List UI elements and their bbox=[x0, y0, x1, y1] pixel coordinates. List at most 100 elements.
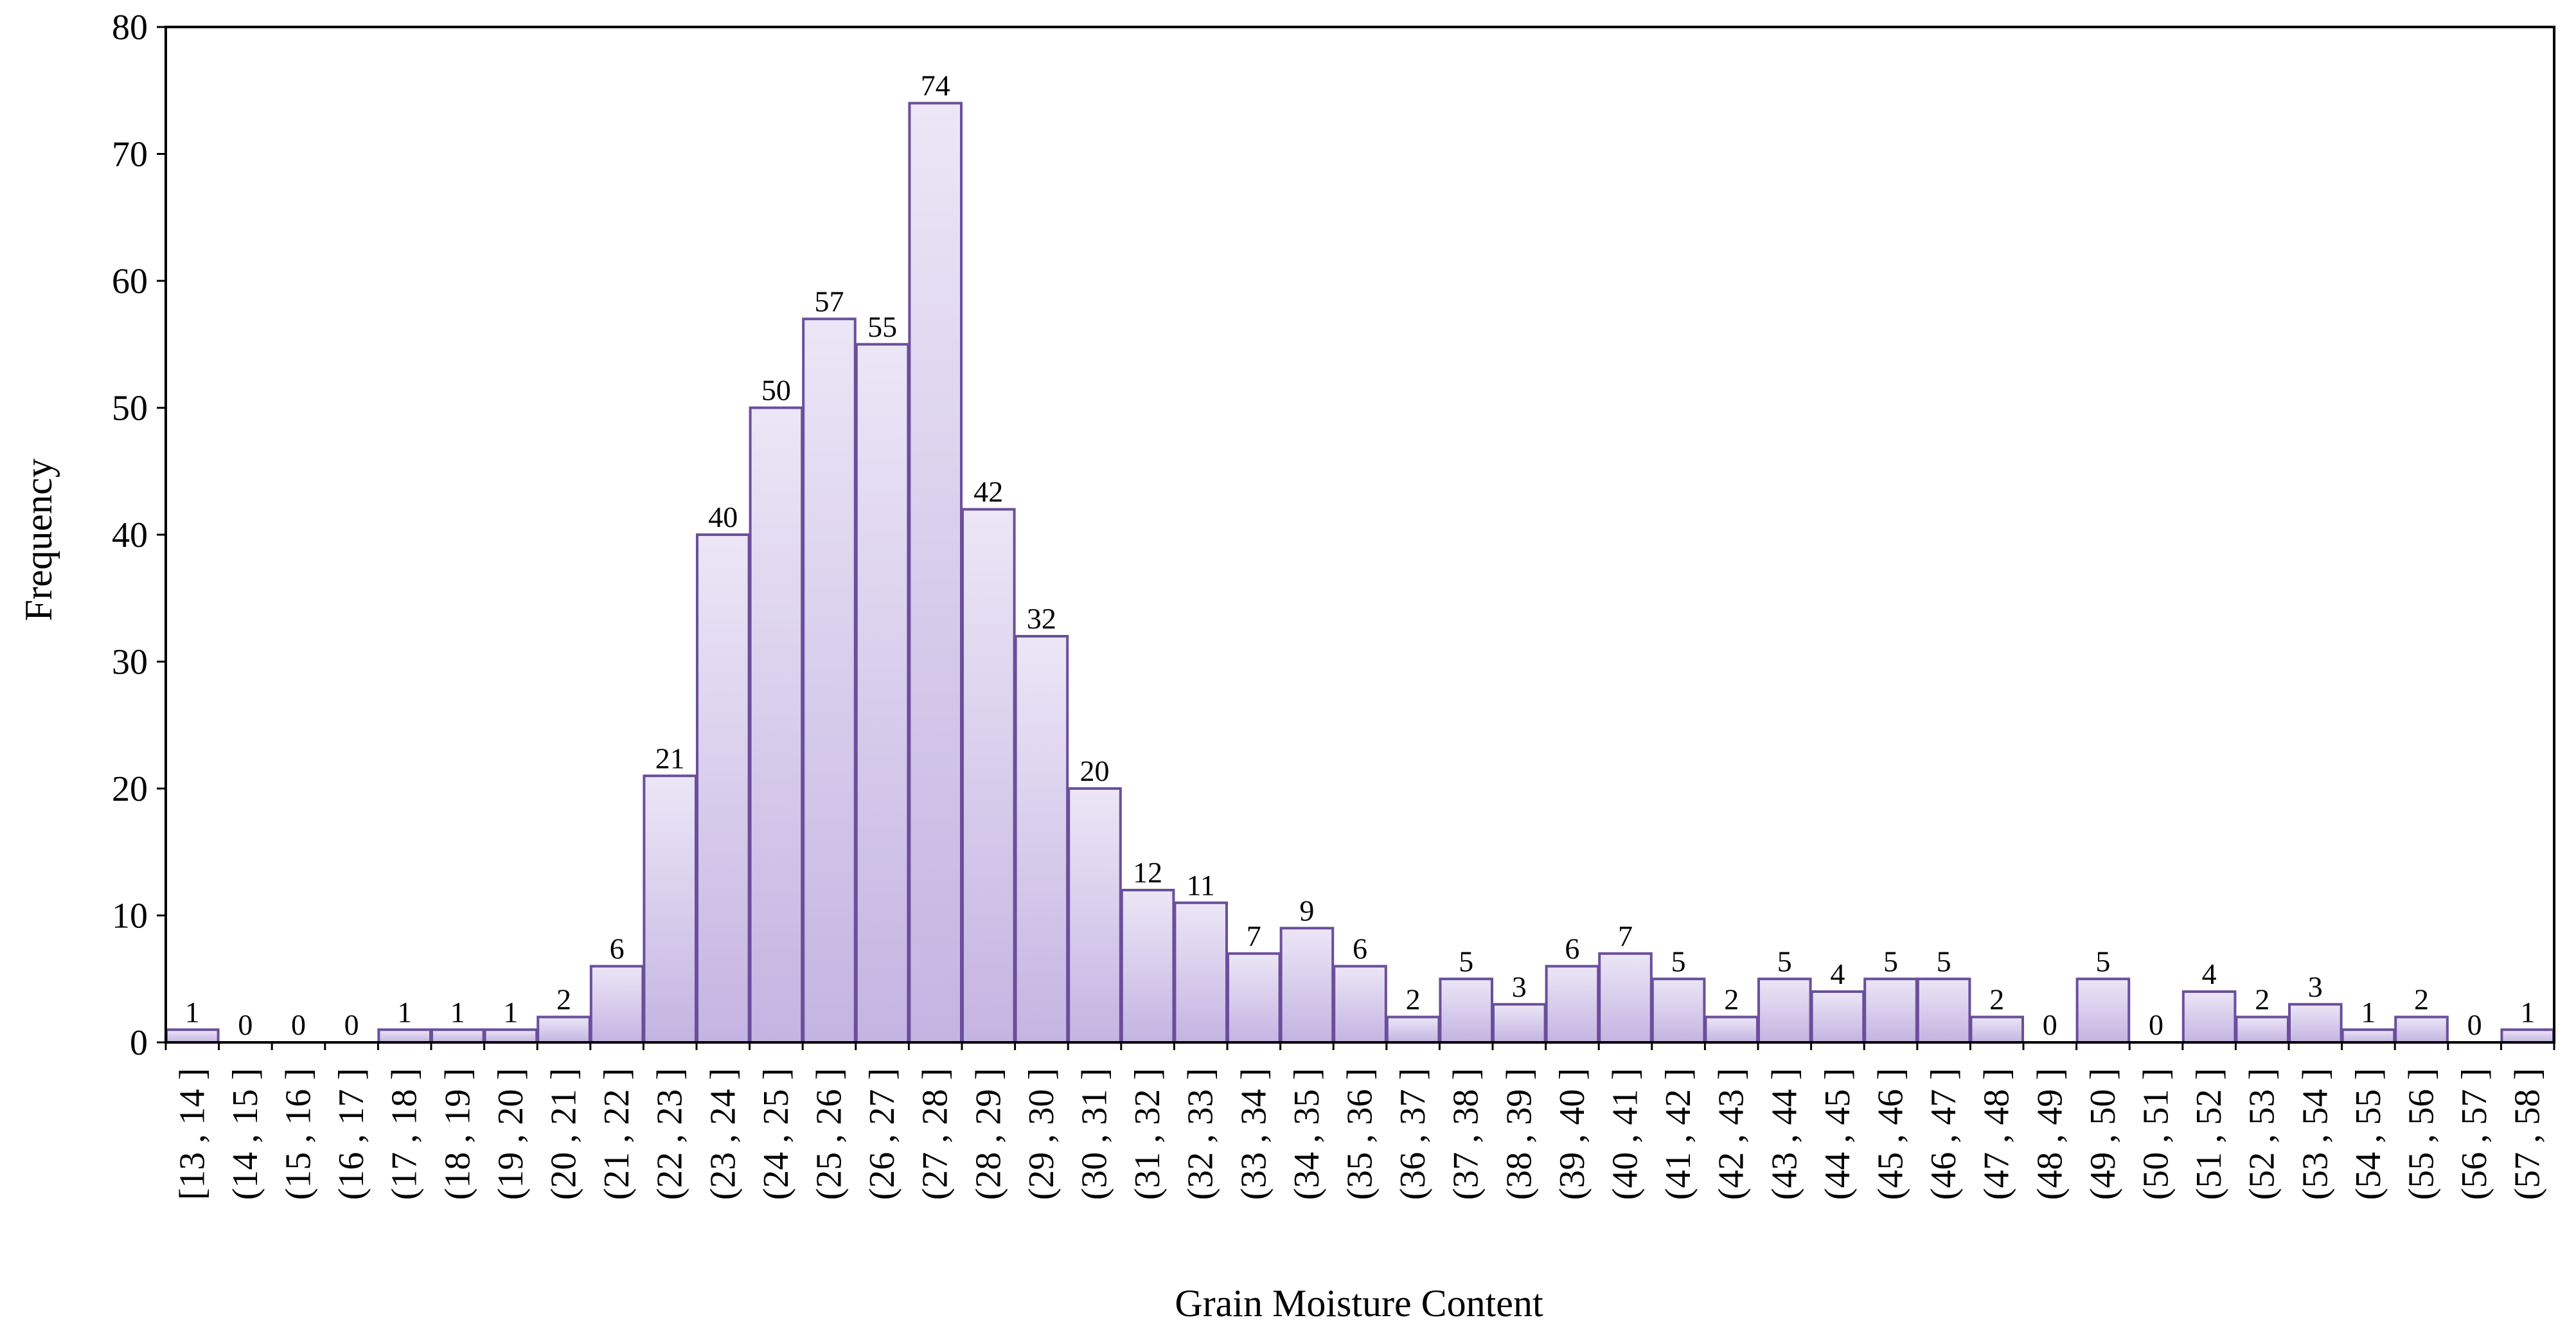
x-tick-label: (40 , 41 ] bbox=[1606, 1068, 1646, 1200]
x-tick-label: (46 , 47 ] bbox=[1924, 1068, 1964, 1200]
histogram-bar bbox=[1279, 927, 1335, 1044]
x-tick-label: (22 , 23 ] bbox=[650, 1068, 690, 1200]
x-tick-label: (54 , 55 ] bbox=[2349, 1068, 2388, 1200]
histogram-bar bbox=[1916, 977, 1971, 1044]
histogram-bar bbox=[2075, 977, 2131, 1044]
x-tick-label: (43 , 44 ] bbox=[1764, 1068, 1804, 1200]
x-tick-label: (35 , 36 ] bbox=[1340, 1068, 1380, 1200]
x-tick-label: (19 , 20 ] bbox=[491, 1068, 531, 1200]
histogram-bar bbox=[1757, 977, 1812, 1044]
bar-value-label: 21 bbox=[655, 742, 685, 774]
bar-value-label: 20 bbox=[1080, 754, 1110, 787]
histogram-bar bbox=[643, 774, 698, 1044]
bar-value-label: 3 bbox=[2308, 970, 2323, 1003]
bar-value-label: 0 bbox=[344, 1008, 359, 1041]
x-tick-label: (36 , 37 ] bbox=[1393, 1068, 1433, 1200]
bar-value-label: 2 bbox=[1406, 983, 1421, 1016]
bar-value-label: 4 bbox=[2202, 958, 2217, 990]
bar-value-label: 7 bbox=[1618, 920, 1633, 952]
bar-value-label: 0 bbox=[291, 1008, 306, 1041]
x-tick-label: (18 , 19 ] bbox=[438, 1068, 477, 1200]
histogram-bar bbox=[802, 317, 857, 1044]
plot-frame bbox=[164, 26, 2555, 1044]
x-tick-label: (37 , 38 ] bbox=[1446, 1068, 1486, 1200]
bar-value-label: 5 bbox=[2095, 945, 2110, 977]
histogram-bar bbox=[1227, 952, 1281, 1044]
histogram-bar bbox=[1810, 990, 1865, 1044]
histogram-bar bbox=[961, 508, 1016, 1044]
bar-value-label: 40 bbox=[708, 501, 738, 533]
histogram-bar bbox=[2288, 1003, 2343, 1044]
histogram-bar bbox=[377, 1028, 432, 1044]
histogram-bar bbox=[1651, 977, 1706, 1044]
histogram-bar bbox=[1704, 1015, 1759, 1044]
x-tick-label: (52 , 53 ] bbox=[2243, 1068, 2282, 1200]
histogram-bar bbox=[1120, 889, 1175, 1044]
bar-value-label: 32 bbox=[1027, 602, 1056, 635]
bar-value-label: 3 bbox=[1512, 970, 1527, 1003]
x-tick-label: (57 , 58 ] bbox=[2508, 1068, 2548, 1200]
y-tick-label: 80 bbox=[112, 8, 148, 48]
bar-value-label: 12 bbox=[1133, 856, 1162, 889]
bar-value-label: 6 bbox=[1565, 932, 1579, 965]
x-tick-label: (39 , 40 ] bbox=[1552, 1068, 1592, 1200]
y-tick-label: 60 bbox=[112, 262, 148, 301]
bar-value-label: 5 bbox=[1459, 945, 1473, 977]
x-tick-label: (25 , 26 ] bbox=[810, 1068, 849, 1200]
x-tick-label: (51 , 52 ] bbox=[2189, 1068, 2229, 1200]
x-tick-label: (41 , 42 ] bbox=[1658, 1068, 1698, 1200]
bar-value-label: 1 bbox=[450, 995, 465, 1028]
histogram-bar bbox=[1014, 635, 1069, 1044]
bar-value-label: 5 bbox=[1777, 945, 1792, 977]
x-tick-label: (29 , 30 ] bbox=[1022, 1068, 1061, 1200]
bar-value-label: 7 bbox=[1247, 920, 1261, 952]
y-axis-title: Frequency bbox=[17, 458, 60, 621]
bars-layer bbox=[165, 102, 2555, 1044]
bar-value-label: 5 bbox=[1937, 945, 1951, 977]
histogram-bar bbox=[2235, 1015, 2289, 1044]
y-tick-label: 40 bbox=[112, 515, 148, 555]
bar-value-label: 2 bbox=[2255, 983, 2270, 1016]
histogram-bar bbox=[1545, 965, 1600, 1044]
histogram-bar bbox=[431, 1028, 485, 1044]
bar-value-label: 4 bbox=[1830, 958, 1845, 990]
histogram-bar bbox=[165, 1028, 220, 1044]
x-tick-label: (34 , 35 ] bbox=[1287, 1068, 1327, 1200]
x-tick-label: (30 , 31 ] bbox=[1075, 1068, 1115, 1200]
bar-value-label: 6 bbox=[1353, 932, 1367, 965]
bar-value-label: 1 bbox=[2361, 995, 2376, 1028]
x-tick-label: (50 , 51 ] bbox=[2136, 1068, 2176, 1200]
x-tick-label: (53 , 54 ] bbox=[2295, 1068, 2335, 1200]
histogram-bar bbox=[696, 533, 751, 1044]
bar-value-label: 6 bbox=[610, 932, 625, 965]
x-tick-label: (24 , 25 ] bbox=[756, 1068, 796, 1200]
y-tick-label: 30 bbox=[112, 643, 148, 682]
x-tick-label: (56 , 57 ] bbox=[2455, 1068, 2494, 1200]
bar-value-label: 1 bbox=[503, 995, 518, 1028]
x-tick-label: (26 , 27 ] bbox=[862, 1068, 902, 1200]
y-tick-label: 20 bbox=[112, 769, 148, 809]
x-axis-title: Grain Moisture Content bbox=[1175, 1282, 1543, 1325]
x-tick-label: (42 , 43 ] bbox=[1712, 1068, 1752, 1200]
bar-value-label: 2 bbox=[2414, 983, 2429, 1016]
x-tick-label: (14 , 15 ] bbox=[226, 1068, 265, 1200]
bar-value-label: 50 bbox=[761, 374, 791, 407]
histogram-bar bbox=[1333, 965, 1387, 1044]
histogram-bar bbox=[1492, 1003, 1547, 1044]
bar-value-label: 5 bbox=[1671, 945, 1686, 977]
bar-value-label: 9 bbox=[1299, 894, 1314, 927]
x-tick-label: (38 , 39 ] bbox=[1499, 1068, 1539, 1200]
histogram-bar bbox=[483, 1028, 538, 1044]
y-tick-label: 10 bbox=[112, 896, 148, 936]
bar-value-label: 5 bbox=[1883, 945, 1898, 977]
histogram-bar bbox=[855, 343, 910, 1044]
histogram-bar bbox=[589, 965, 644, 1044]
histogram-bar bbox=[1385, 1015, 1441, 1044]
bar-value-label: 2 bbox=[556, 983, 571, 1016]
x-tick-label: [13 , 14 ] bbox=[172, 1068, 212, 1200]
bar-value-label: 1 bbox=[2520, 995, 2535, 1028]
